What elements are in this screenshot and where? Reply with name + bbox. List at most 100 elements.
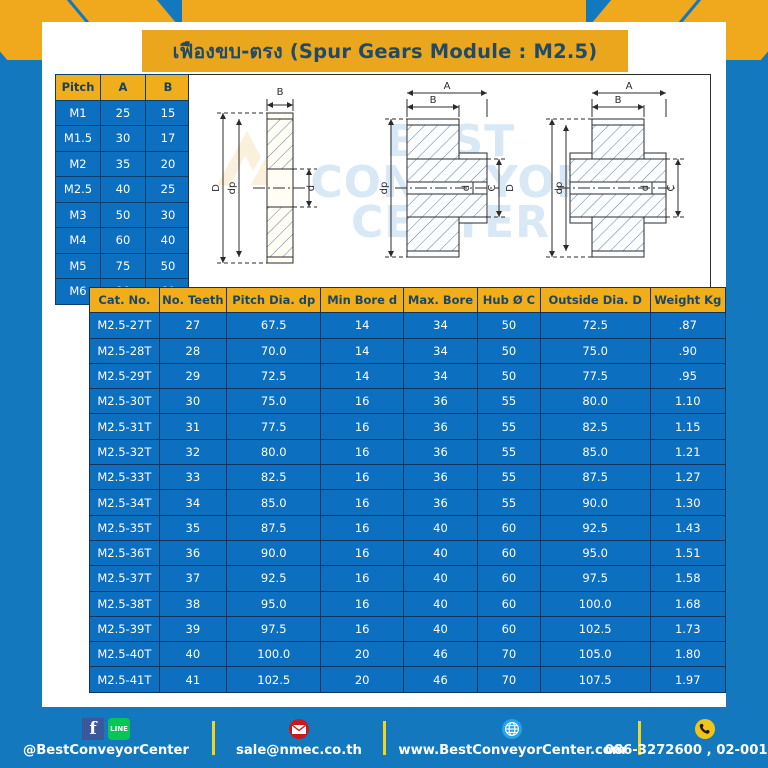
spec-cell: 30 (158, 388, 227, 415)
spec-cell: 55 (477, 413, 541, 440)
spec-cell: M2.5-38T (89, 590, 160, 617)
spec-cell: .95 (649, 362, 727, 390)
spec-cell: 31 (158, 413, 227, 440)
table-row: M2.5-39T 39 97.5 16 40 60 102.5 1.73 (89, 615, 727, 643)
pitch-table-cell: 15 (145, 99, 191, 126)
svg-text:D: D (505, 184, 516, 192)
svg-text:d: d (461, 185, 472, 191)
line-icon[interactable]: LINE (108, 718, 130, 740)
pitch-table-cell: 50 (100, 201, 146, 228)
spec-cell: M2.5-34T (89, 489, 160, 516)
phone-icon[interactable] (694, 718, 716, 740)
spec-cell: 27 (158, 312, 227, 339)
svg-text:C: C (487, 184, 498, 191)
pitch-header-pitch: Pitch (55, 74, 101, 101)
spec-cell: 50 (477, 312, 541, 339)
page-title-text: เฟืองขบ-ตรง (Spur Gears Module : M2.5) (172, 39, 598, 63)
pitch-table-cell: 25 (145, 176, 191, 203)
table-row: M2.5-31T 31 77.5 16 36 55 82.5 1.15 (89, 413, 727, 440)
spec-cell: 14 (320, 362, 404, 390)
footer-email-text: sale@nmec.co.th (236, 743, 362, 758)
spec-cell: 34 (402, 337, 479, 364)
spec-cell: M2.5-40T (89, 641, 160, 668)
spec-cell: 97.5 (225, 615, 322, 643)
spec-cell: 1.68 (649, 590, 727, 617)
spec-cell: M2.5-36T (89, 539, 160, 567)
footer-social[interactable]: f LINE @BestConveyorCenter (0, 707, 212, 768)
spec-cell: 50 (477, 362, 541, 390)
spec-cell: 90.0 (539, 489, 651, 516)
spec-cell: M2.5-27T (89, 312, 160, 339)
spec-cell: 1.97 (649, 666, 727, 693)
pitch-table-cell: M5 (55, 252, 101, 279)
spec-cell: 36 (402, 413, 479, 440)
svg-text:dp: dp (554, 182, 565, 195)
email-icon[interactable] (288, 718, 310, 740)
spec-cell: 70.0 (225, 337, 322, 364)
spec-cell: 1.21 (649, 438, 727, 466)
spec-cell: 82.5 (539, 413, 651, 440)
spec-cell: 92.5 (225, 565, 322, 592)
spec-cell: 87.5 (225, 514, 322, 541)
pitch-table-cell: 35 (100, 150, 146, 177)
spec-cell: 46 (402, 641, 479, 668)
spec-cell: 60 (477, 565, 541, 592)
spec-cell: 60 (477, 615, 541, 643)
spec-header-5: Hub Ø C (477, 286, 541, 314)
pitch-table-cell: 30 (100, 125, 146, 152)
type-b-drawing: A B dp d C D (379, 81, 516, 258)
spec-cell: 16 (320, 438, 404, 466)
svg-text:d: d (640, 185, 651, 191)
footer-contact-bar: f LINE @BestConveyorCenter sale@nmec.co.… (0, 707, 768, 768)
pitch-table-cell: 60 (100, 227, 146, 254)
pitch-table-cell: M2.5 (55, 176, 101, 203)
spec-header-4: Max. Bore (402, 286, 479, 314)
spec-header-6: Outside Dia. D (539, 286, 651, 314)
diagram-type-b: A B dp d C D Type B (373, 75, 549, 316)
spec-cell: 80.0 (539, 388, 651, 415)
spec-cell: 14 (320, 337, 404, 364)
table-row: M2.5-38T 38 95.0 16 40 60 100.0 1.68 (89, 590, 727, 617)
spec-cell: 72.5 (539, 312, 651, 339)
footer-phone[interactable]: 086-3272600 , 02-0017766 (605, 707, 768, 768)
spec-cell: 16 (320, 413, 404, 440)
footer-divider-3 (638, 720, 641, 755)
spec-cell: 40 (158, 641, 227, 668)
footer-website[interactable]: www.BestConveyorCenter.com (386, 707, 638, 768)
svg-text:C: C (666, 184, 677, 191)
spec-cell: 1.43 (649, 514, 727, 541)
spec-header-0: Cat. No. (89, 286, 160, 314)
spec-cell: 70 (477, 641, 541, 668)
spec-cell: 102.5 (225, 666, 322, 693)
spec-cell: 60 (477, 514, 541, 541)
spec-cell: .87 (649, 312, 727, 339)
spec-cell: 16 (320, 464, 404, 491)
spec-header-2: Pitch Dia. dp (225, 286, 322, 314)
svg-text:B: B (430, 95, 437, 106)
spec-cell: 1.80 (649, 641, 727, 668)
spec-cell: 1.58 (649, 565, 727, 592)
type-c-drawing: A B dp d C (546, 81, 684, 258)
spec-cell: M2.5-30T (89, 388, 160, 415)
spec-cell: 20 (320, 641, 404, 668)
pitch-table-row: M1.5 30 17 (55, 125, 191, 152)
table-row: M2.5-34T 34 85.0 16 36 55 90.0 1.30 (89, 489, 727, 516)
facebook-icon[interactable]: f (82, 718, 104, 740)
table-row: M2.5-36T 36 90.0 16 40 60 95.0 1.51 (89, 539, 727, 567)
spec-cell: 36 (402, 489, 479, 516)
spec-cell: 102.5 (539, 615, 651, 643)
spec-cell: 1.15 (649, 413, 727, 440)
spec-cell: 107.5 (539, 666, 651, 693)
spec-cell: 40 (402, 590, 479, 617)
spec-cell: 77.5 (225, 413, 322, 440)
spec-cell: M2.5-37T (89, 565, 160, 592)
spec-cell: 34 (402, 362, 479, 390)
footer-email[interactable]: sale@nmec.co.th (215, 707, 383, 768)
pitch-table-row: M3 50 30 (55, 201, 191, 228)
globe-icon[interactable] (501, 718, 523, 740)
spec-cell: 14 (320, 312, 404, 339)
svg-text:B: B (277, 87, 284, 98)
spec-header-3: Min Bore d (320, 286, 404, 314)
spec-cell: 92.5 (539, 514, 651, 541)
spec-cell: 46 (402, 666, 479, 693)
